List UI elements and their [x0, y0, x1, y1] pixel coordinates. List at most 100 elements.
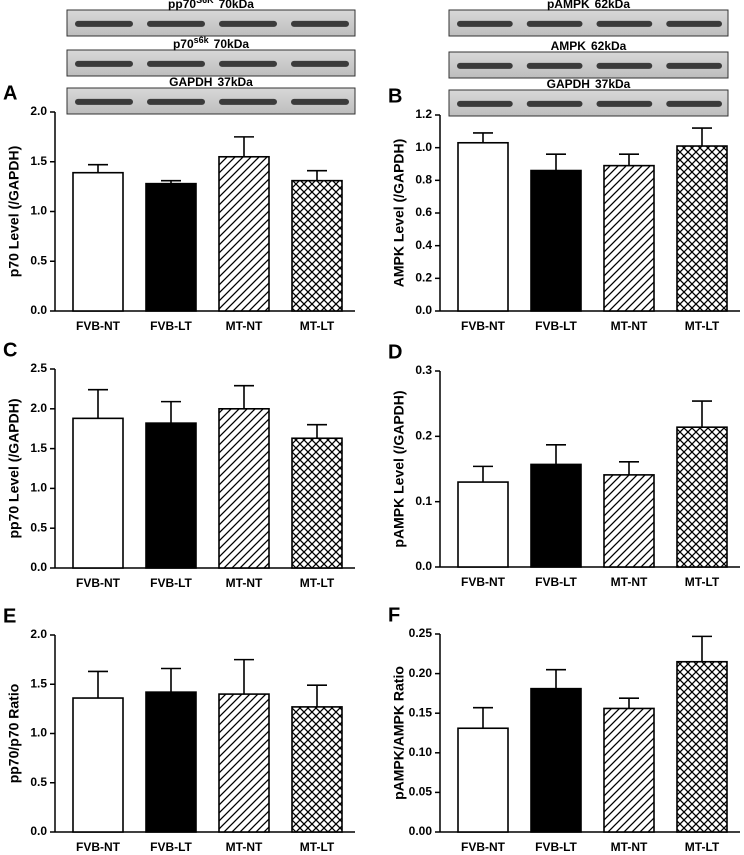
blot-band — [291, 60, 349, 67]
x-tick-label: FVB-NT — [76, 576, 121, 590]
y-tick-label: 0.10 — [409, 745, 433, 759]
x-tick-label: MT-LT — [685, 840, 720, 854]
x-tick-label: MT-NT — [611, 319, 648, 333]
bar — [218, 155, 270, 312]
error-bar — [161, 400, 181, 424]
bar — [603, 707, 655, 833]
x-tick-label: MT-NT — [226, 840, 263, 854]
x-tick-label: MT-LT — [300, 319, 335, 333]
blot-label: AMPK 62kDa — [551, 39, 627, 53]
x-tick-label: MT-NT — [226, 319, 263, 333]
blot-band — [219, 60, 277, 67]
error-bar — [234, 136, 254, 157]
bar — [145, 182, 197, 312]
x-tick-label: MT-NT — [611, 575, 648, 589]
error-bar — [307, 169, 327, 181]
blot-band — [219, 20, 277, 27]
y-axis-label: pp70/p70 Ratio — [6, 684, 22, 784]
blot-superscript: S6K — [196, 0, 214, 5]
error-bar — [234, 384, 254, 409]
y-tick-label: 0.5 — [30, 775, 47, 789]
blot-band — [666, 62, 722, 69]
y-tick-label: 2.0 — [30, 401, 47, 415]
error-bar — [473, 706, 493, 729]
y-tick-label: 0.0 — [30, 824, 47, 838]
error-bar — [88, 670, 108, 699]
panel-letter: B — [388, 85, 402, 107]
y-axis-label: pAMPK Level (/GAPDH) — [391, 390, 407, 547]
blot-band — [219, 98, 277, 105]
y-tick-label: 1.0 — [30, 204, 47, 218]
x-tick-label: MT-NT — [611, 840, 648, 854]
blot-band — [666, 100, 722, 107]
error-bar — [88, 388, 108, 419]
y-tick-label: 0.2 — [415, 271, 432, 285]
bar — [72, 417, 124, 569]
x-tick-label: FVB-LT — [535, 575, 577, 589]
y-tick-label: 0.05 — [409, 785, 433, 799]
error-bar — [619, 153, 639, 166]
blot-label: GAPDH 37kDa — [169, 75, 253, 89]
x-tick-label: FVB-LT — [150, 840, 192, 854]
blot-band — [526, 100, 583, 107]
y-tick-label: 0.25 — [409, 626, 433, 640]
blot-label: GAPDH 37kDa — [547, 77, 631, 91]
y-tick-label: 0.20 — [409, 666, 433, 680]
y-tick-label: 0.0 — [415, 559, 432, 573]
bar — [72, 697, 124, 833]
error-bar — [692, 127, 712, 147]
error-bar — [546, 668, 566, 689]
y-tick-label: 0.6 — [415, 205, 432, 219]
y-tick-label: 0.4 — [415, 238, 432, 252]
x-tick-label: FVB-NT — [461, 575, 506, 589]
bar — [530, 687, 582, 833]
x-tick-label: FVB-NT — [76, 840, 121, 854]
blot-protein: GAPDH — [169, 75, 212, 89]
error-bar — [546, 444, 566, 465]
blot-band — [75, 98, 133, 105]
y-tick-label: 1.0 — [30, 726, 47, 740]
y-tick-label: 1.5 — [30, 676, 47, 690]
bar — [291, 179, 343, 312]
bar — [218, 407, 270, 569]
error-bar — [619, 697, 639, 709]
bar — [603, 164, 655, 312]
panel-letter: F — [388, 604, 400, 626]
y-tick-label: 1.2 — [415, 107, 432, 121]
blot-label: pp70S6K 70kDa — [168, 0, 254, 11]
error-bar — [619, 461, 639, 475]
error-bar — [307, 423, 327, 439]
blot-size: 62kDa — [595, 0, 631, 11]
error-bar — [88, 163, 108, 173]
y-tick-label: 0.0 — [30, 303, 47, 317]
x-tick-label: MT-LT — [685, 575, 720, 589]
blot-protein: AMPK — [551, 39, 587, 53]
y-tick-label: 0.0 — [30, 560, 47, 574]
y-tick-label: 1.0 — [415, 140, 432, 154]
blot-band — [147, 20, 205, 27]
blot-size: 37kDa — [595, 77, 631, 91]
blot-band — [596, 100, 653, 107]
x-tick-label: FVB-LT — [150, 319, 192, 333]
y-tick-label: 1.5 — [30, 154, 47, 168]
error-bar — [161, 667, 181, 693]
error-bar — [473, 465, 493, 483]
blot-band — [147, 60, 205, 67]
blot-band — [596, 62, 653, 69]
bar — [145, 691, 197, 833]
blot-band — [596, 20, 653, 27]
bar — [145, 422, 197, 569]
bar — [72, 171, 124, 312]
x-tick-label: FVB-LT — [150, 576, 192, 590]
blot-size: 70kDa — [214, 37, 250, 51]
x-tick-label: FVB-NT — [76, 319, 121, 333]
y-axis-label: AMPK Level (/GAPDH) — [391, 139, 407, 288]
bar — [530, 169, 582, 312]
y-tick-label: 0.2 — [415, 429, 432, 443]
x-tick-label: FVB-NT — [461, 319, 506, 333]
y-tick-label: 1.0 — [30, 481, 47, 495]
blot-protein: pAMPK — [547, 0, 590, 11]
y-tick-label: 2.5 — [30, 361, 47, 375]
